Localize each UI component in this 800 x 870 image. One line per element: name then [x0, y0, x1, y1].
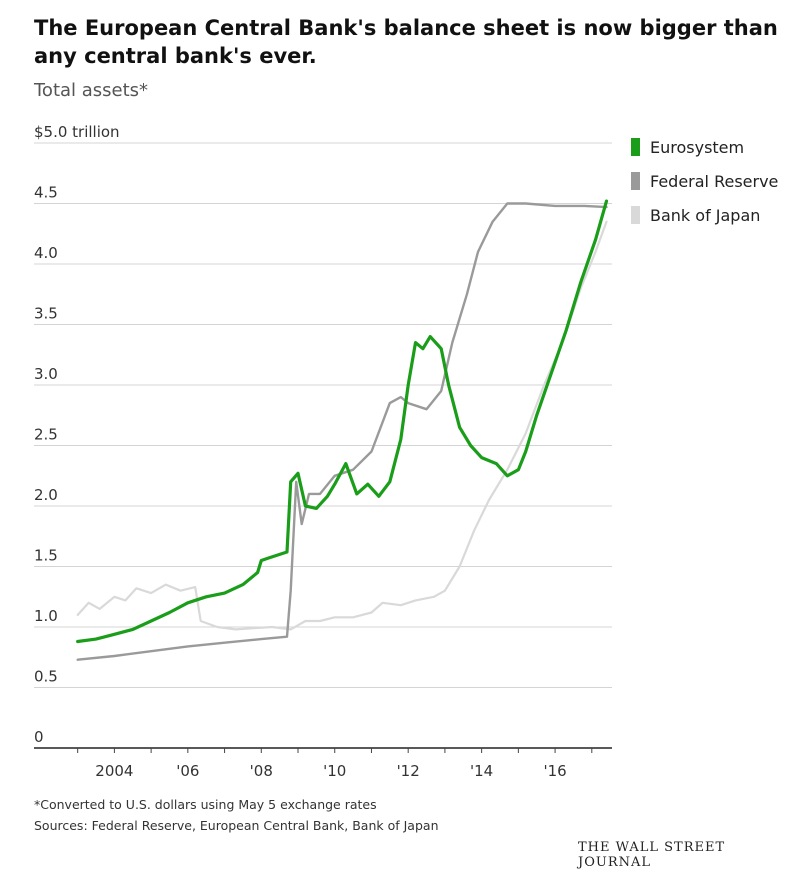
x-tick-label-3: '10: [323, 762, 346, 780]
y-tick-label-6: 3.0: [34, 365, 58, 383]
x-tick-label-4: '12: [397, 762, 420, 780]
y-tick-label-0: 0: [34, 728, 44, 746]
series-line-federal-reserve: [76, 202, 608, 661]
x-tick-label-6: '16: [543, 762, 566, 780]
legend-swatch-2: [631, 206, 640, 224]
y-tick-label-7: 3.5: [34, 305, 58, 323]
legend-swatch-1: [631, 172, 640, 190]
legend-label-2: Bank of Japan: [650, 206, 760, 225]
series-line-eurosystem: [76, 199, 609, 644]
chart-title: The European Central Bank's balance shee…: [34, 16, 778, 68]
y-tick-label-8: 4.0: [34, 244, 58, 262]
publisher-logo-text: THE WALL STREET JOURNAL: [578, 840, 726, 870]
legend-swatch-0: [631, 138, 640, 156]
x-tick-label-2: '08: [250, 762, 273, 780]
y-tick-label-2: 1.0: [34, 607, 58, 625]
y-tick-label-3: 1.5: [34, 547, 58, 565]
y-tick-label-1: 0.5: [34, 668, 58, 686]
y-tick-label-10: $5.0 trillion: [34, 123, 120, 141]
legend-label-1: Federal Reserve: [650, 172, 778, 191]
y-tick-label-5: 2.5: [34, 426, 58, 444]
y-tick-label-4: 2.0: [34, 486, 58, 504]
chart-sources: Sources: Federal Reserve, European Centr…: [34, 818, 439, 833]
y-tick-label-9: 4.5: [34, 184, 58, 202]
series-line-bank-of-japan: [76, 220, 608, 631]
chart-footnote: *Converted to U.S. dollars using May 5 e…: [34, 797, 377, 812]
x-tick-label-5: '14: [470, 762, 493, 780]
legend-label-0: Eurosystem: [650, 138, 744, 157]
x-tick-label-0: 2004: [95, 762, 133, 780]
chart-subtitle: Total assets*: [34, 80, 149, 101]
x-tick-label-1: '06: [176, 762, 199, 780]
